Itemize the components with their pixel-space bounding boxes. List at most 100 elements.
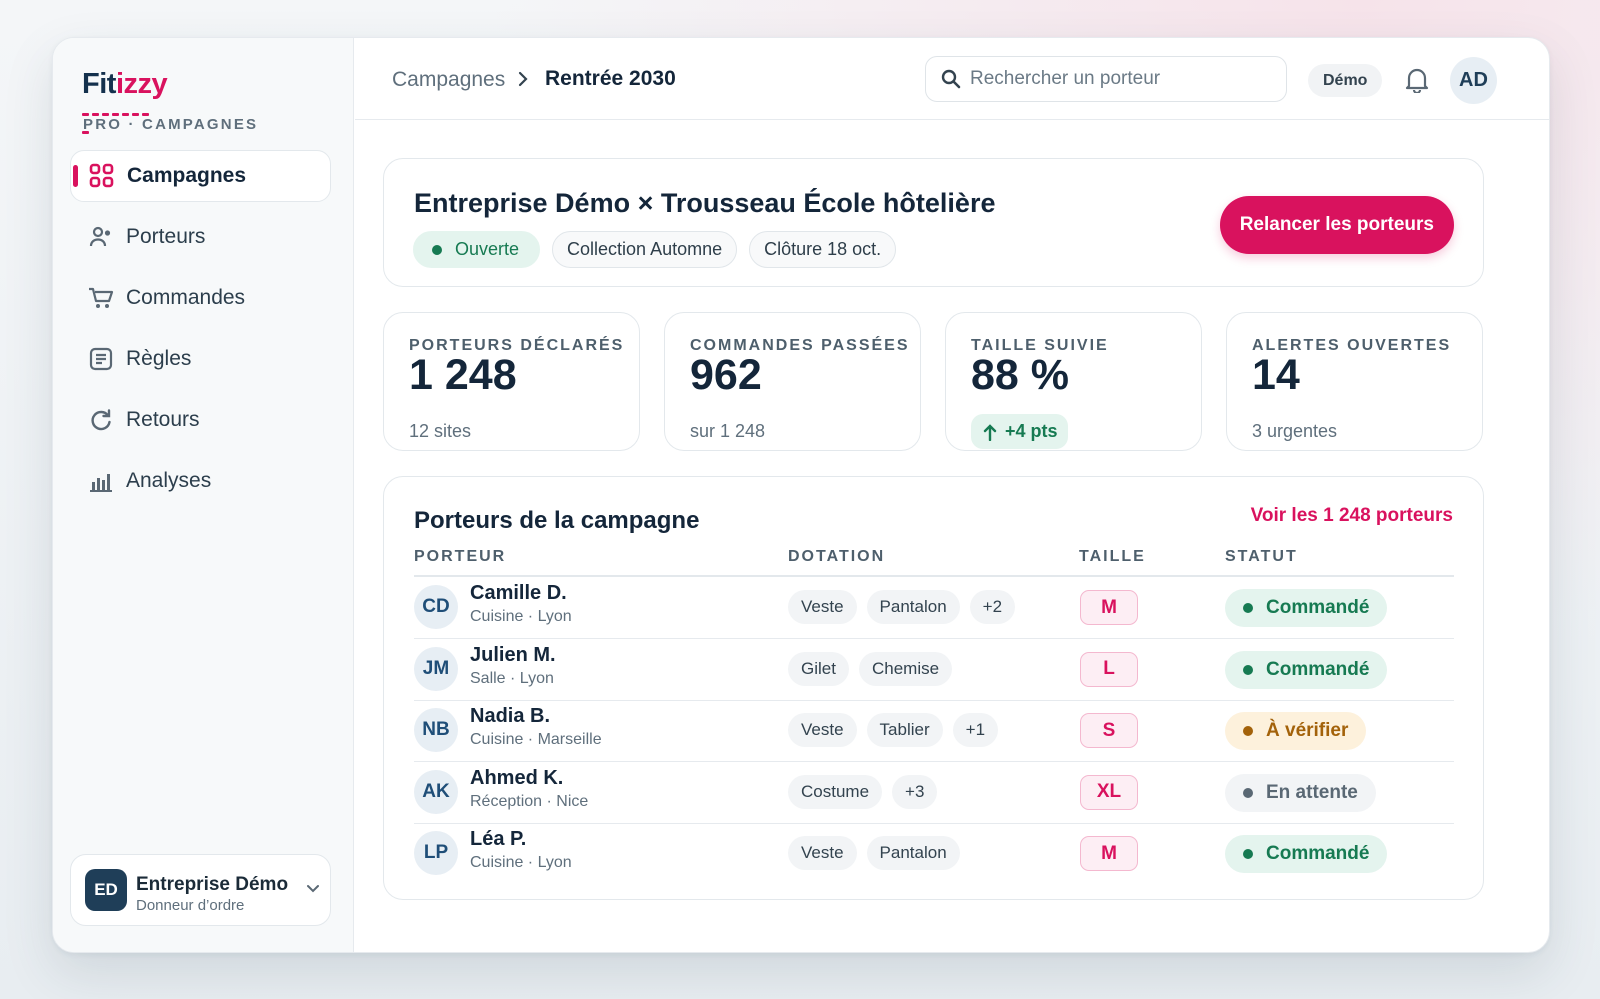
dotation-items: Veste Pantalon	[788, 836, 960, 870]
table-header-divider	[414, 575, 1454, 577]
sidebar-item-commandes[interactable]: Commandes	[70, 272, 331, 324]
column-header-porteur[interactable]: PORTEUR	[414, 548, 507, 565]
dotation-items: Gilet Chemise	[788, 651, 953, 686]
sidebar: Fitizzy PRO · CAMPAGNES Campagnes Porteu…	[53, 38, 354, 952]
stat-card-commandes: COMMANDES PASSÉES 962 sur 1 248	[664, 312, 921, 451]
search-icon	[941, 69, 961, 94]
status-dot	[1243, 726, 1253, 736]
wearer-name[interactable]: Camille D.	[470, 582, 567, 604]
return-icon	[88, 407, 114, 433]
stat-label: ALERTES OUVERTES	[1252, 337, 1452, 354]
stat-value: 14	[1252, 351, 1300, 399]
sidebar-item-campagnes[interactable]: Campagnes	[70, 150, 331, 202]
table-row[interactable]: AK Ahmed K. Réception · Nice Costume +3 XL En …	[414, 762, 1454, 824]
status-badge: À vérifier	[1225, 712, 1367, 750]
dotation-items: Veste Tablier +1	[788, 713, 999, 747]
stat-label: COMMANDES PASSÉES	[690, 337, 910, 354]
sidebar-item-retours[interactable]: Retours	[70, 394, 331, 446]
status-badge: Commandé	[1225, 589, 1388, 627]
size-badge: S	[1080, 713, 1138, 748]
app-window: Fitizzy PRO · CAMPAGNES Campagnes Porteu…	[52, 37, 1550, 953]
status-dot	[1243, 787, 1253, 798]
user-avatar[interactable]: AD	[1450, 57, 1497, 104]
status-dot	[1243, 603, 1253, 613]
sidebar-item-label: Porteurs	[126, 225, 206, 248]
users-icon	[88, 224, 114, 250]
size-badge: L	[1080, 651, 1138, 687]
sidebar-item-label: Analyses	[126, 469, 212, 492]
stat-sub: sur 1 248	[690, 421, 766, 441]
size-badge: M	[1080, 590, 1138, 625]
sidebar-item-porteurs[interactable]: Porteurs	[70, 211, 331, 263]
more-items-chip[interactable]: +2	[969, 590, 1016, 624]
status-dot	[1243, 849, 1253, 859]
breadcrumb-parent[interactable]: Campagnes	[392, 68, 506, 91]
chevron-right-icon	[517, 71, 529, 92]
org-role: Donneur d’ordre	[136, 897, 245, 914]
search-input[interactable]	[970, 65, 1270, 93]
org-avatar: ED	[85, 869, 127, 911]
bar-chart-icon	[88, 468, 114, 494]
sidebar-item-label: Campagnes	[127, 164, 247, 187]
search-box[interactable]	[925, 56, 1287, 102]
sidebar-item-regles[interactable]: Règles	[70, 333, 331, 385]
dotation-chip: Pantalon	[866, 836, 960, 870]
sidebar-item-label: Retours	[126, 408, 200, 431]
status-badge: Commandé	[1225, 835, 1388, 873]
column-header-dotation[interactable]: DOTATION	[788, 548, 886, 565]
org-name: Entreprise Démo	[136, 874, 289, 895]
breadcrumb-current: Rentrée 2030	[545, 67, 676, 90]
table-row[interactable]: CD Camille D. Cuisine · Lyon Veste Pantalon +…	[414, 577, 1454, 639]
rules-icon	[88, 346, 114, 372]
avatar: LP	[414, 831, 458, 875]
stat-value: 1 248	[409, 351, 517, 399]
demo-badge[interactable]: Démo	[1308, 64, 1383, 97]
wearers-table-card: Porteurs de la campagne Voir les 1 248 p…	[383, 476, 1484, 900]
stat-value: 962	[690, 351, 762, 399]
wearer-name[interactable]: Ahmed K.	[470, 766, 564, 789]
table-row[interactable]: NB Nadia B. Cuisine · Marseille Veste Tablie…	[414, 700, 1454, 762]
sidebar-item-label: Commandes	[126, 286, 246, 309]
dotation-chip: Costume	[788, 774, 883, 809]
trend-badge: +4 pts	[971, 414, 1068, 449]
more-items-chip[interactable]: +3	[892, 774, 938, 809]
dotation-chip: Gilet	[788, 651, 849, 686]
arrow-up-icon	[983, 423, 997, 441]
status-badge: En attente	[1225, 773, 1376, 812]
column-header-statut[interactable]: STATUT	[1225, 548, 1298, 565]
more-items-chip[interactable]: +1	[952, 713, 999, 747]
avatar: NB	[414, 708, 458, 752]
logo-underline	[82, 103, 160, 134]
view-all-wearers-link[interactable]: Voir les 1 248 porteurs	[1250, 505, 1453, 526]
table-title: Porteurs de la campagne	[414, 507, 700, 534]
wearer-name[interactable]: Léa P.	[470, 828, 527, 850]
dotation-chip: Veste	[788, 836, 857, 870]
avatar: AK	[414, 769, 458, 814]
remind-wearers-button[interactable]: Relancer les porteurs	[1219, 196, 1454, 254]
stat-label: TAILLE SUIVIE	[971, 337, 1109, 354]
closing-date-tag: Clôture 18 oct.	[749, 231, 897, 268]
organization-switcher[interactable]: ED Entreprise Démo Donneur d’ordre	[70, 854, 331, 926]
wearer-name[interactable]: Julien M.	[470, 643, 556, 666]
campaign-title: Entreprise Démo × Trousseau École hôteli…	[414, 188, 996, 218]
grid-icon	[89, 163, 115, 189]
table-row[interactable]: LP Léa P. Cuisine · Lyon Veste Pantalon M Comm…	[414, 823, 1454, 885]
column-header-taille[interactable]: TAILLE	[1079, 548, 1146, 565]
dotation-chip: Veste	[788, 713, 857, 747]
wearer-location: Cuisine · Lyon	[470, 608, 572, 625]
brand-logo[interactable]: Fitizzy	[82, 68, 168, 100]
collection-tag: Collection Automne	[552, 231, 738, 268]
stat-value: 88 %	[971, 351, 1070, 399]
table-row[interactable]: JM Julien M. Salle · Lyon Gilet Chemise L Comm…	[414, 639, 1454, 701]
sidebar-item-analyses[interactable]: Analyses	[70, 455, 331, 507]
dotation-items: Costume +3	[788, 774, 938, 809]
brand-subtitle: PRO · CAMPAGNES	[83, 116, 259, 133]
wearer-name[interactable]: Nadia B.	[470, 705, 551, 727]
stat-card-porteurs: PORTEURS DÉCLARÉS 1 248 12 sites	[383, 312, 640, 451]
stat-card-alertes: ALERTES OUVERTES 14 3 urgentes	[1226, 312, 1483, 451]
top-bar: Campagnes Rentrée 2030 Démo AD	[355, 38, 1549, 120]
dotation-chip: Veste	[788, 590, 857, 624]
size-badge: M	[1080, 836, 1138, 871]
bell-icon[interactable]	[1405, 67, 1429, 98]
avatar: CD	[414, 585, 458, 629]
